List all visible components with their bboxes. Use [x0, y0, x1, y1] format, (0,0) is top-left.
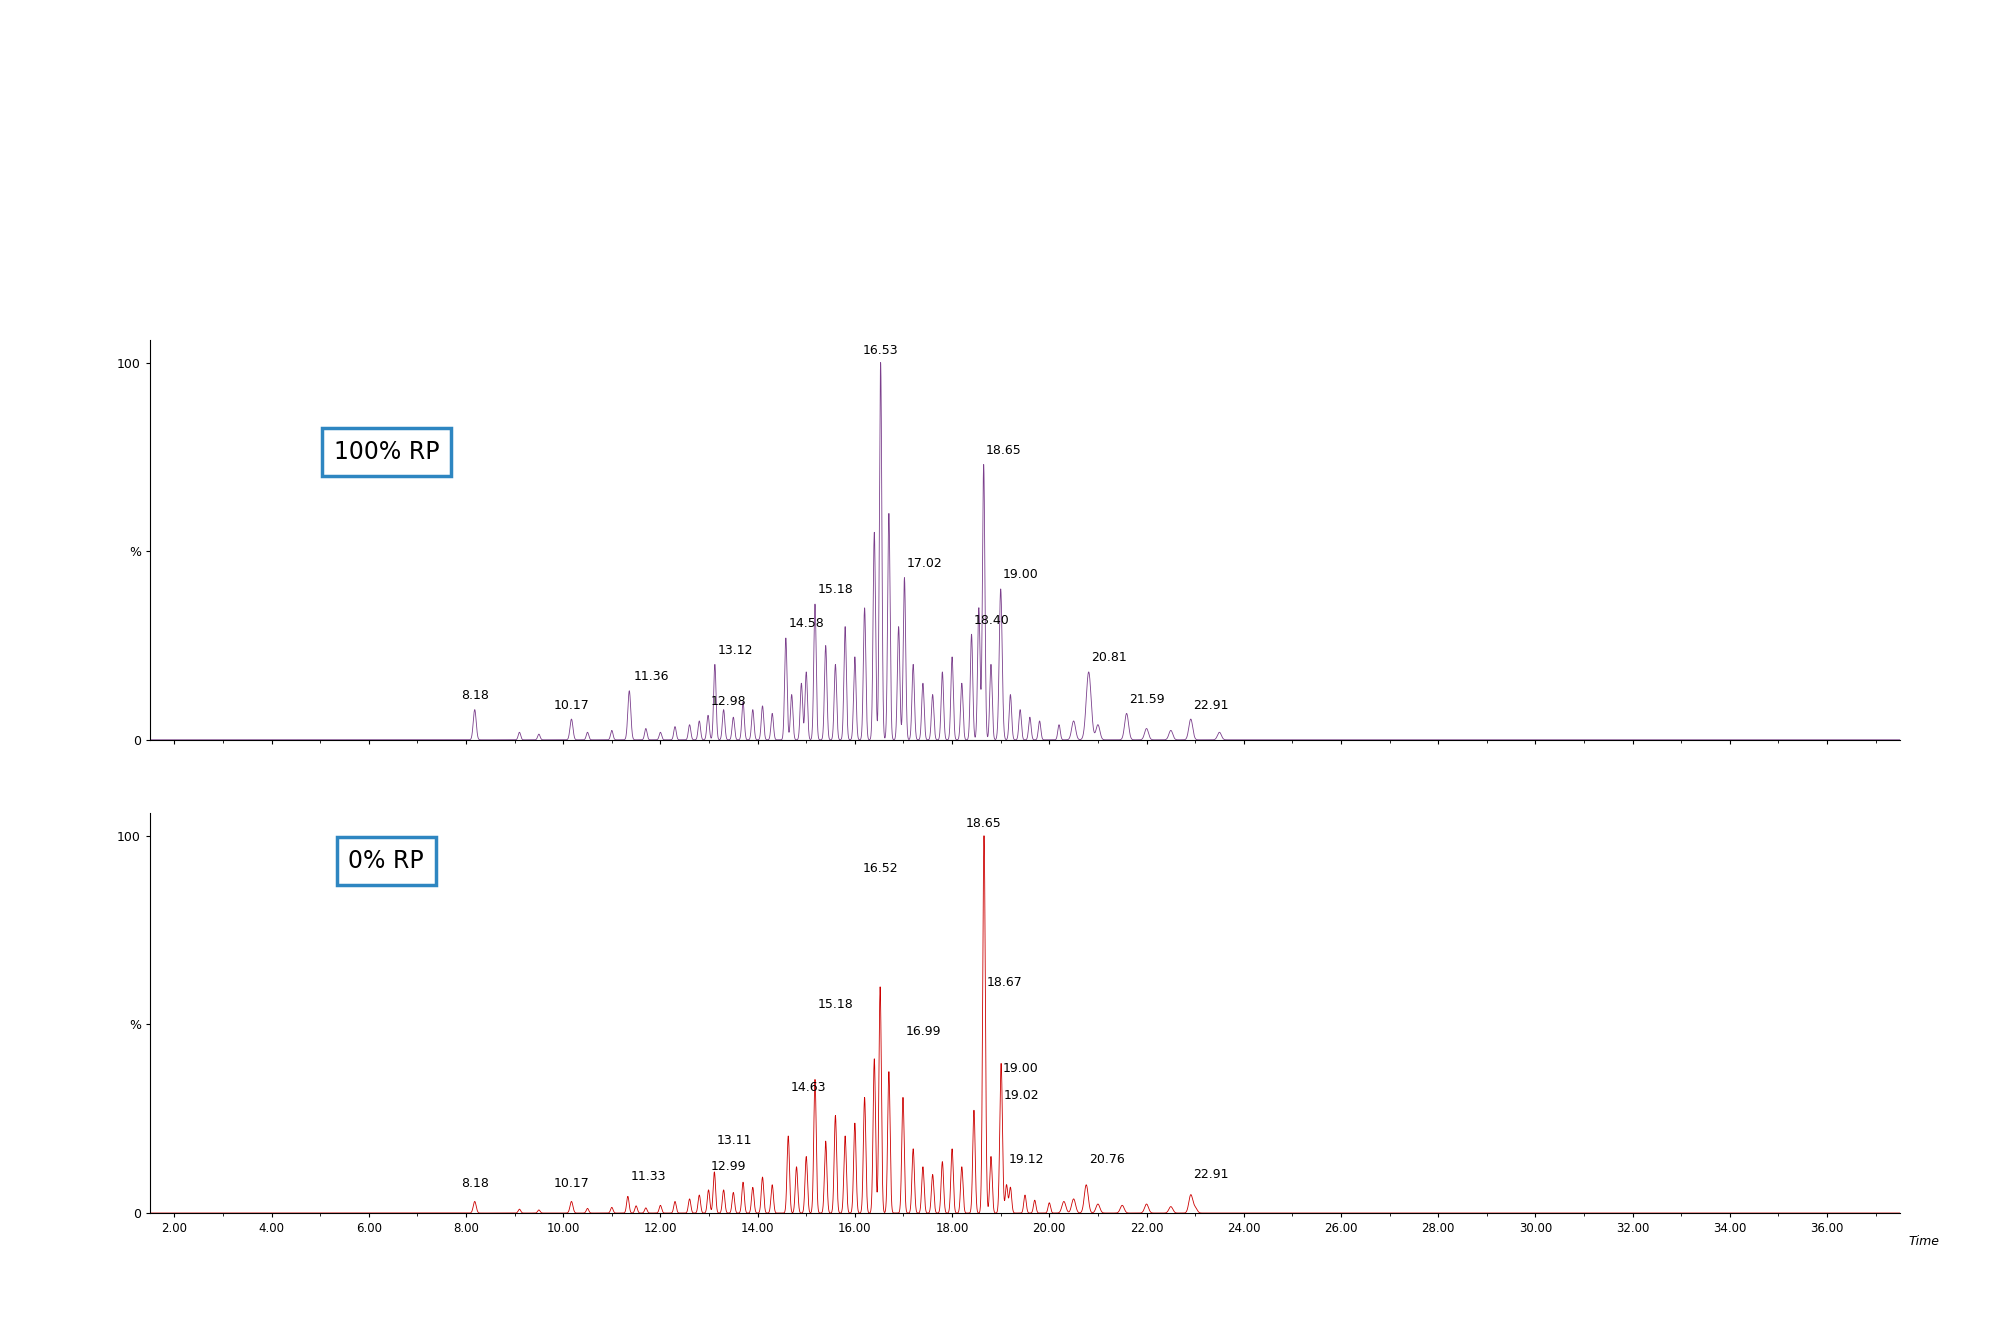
- Text: 16.99: 16.99: [906, 1025, 940, 1037]
- Text: 16.53: 16.53: [862, 344, 898, 357]
- Text: 13.11: 13.11: [716, 1134, 752, 1146]
- Text: 11.36: 11.36: [634, 670, 670, 684]
- Text: 15.18: 15.18: [818, 998, 854, 1012]
- Text: 20.76: 20.76: [1088, 1153, 1124, 1166]
- Text: 10.17: 10.17: [554, 1177, 590, 1190]
- Text: 19.12: 19.12: [1008, 1153, 1044, 1166]
- Text: 22.91: 22.91: [1194, 1168, 1228, 1181]
- Text: 19.00: 19.00: [1004, 1062, 1038, 1076]
- Text: 100% RP: 100% RP: [334, 440, 440, 464]
- Text: 18.67: 18.67: [988, 976, 1022, 989]
- Text: 16.52: 16.52: [862, 862, 898, 876]
- Text: 22.91: 22.91: [1194, 698, 1228, 712]
- Text: 18.65: 18.65: [986, 444, 1022, 457]
- Text: 21.59: 21.59: [1130, 693, 1164, 706]
- Text: 12.99: 12.99: [710, 1161, 746, 1173]
- Text: 8.18: 8.18: [460, 1177, 488, 1190]
- Text: 17.02: 17.02: [906, 557, 942, 571]
- Text: 15.18: 15.18: [818, 584, 854, 596]
- Text: 12.98: 12.98: [710, 694, 746, 708]
- Text: 14.58: 14.58: [788, 617, 824, 631]
- Text: 11.33: 11.33: [630, 1170, 666, 1182]
- Text: 10.17: 10.17: [554, 698, 590, 712]
- Text: 18.40: 18.40: [974, 613, 1010, 627]
- Text: 13.12: 13.12: [718, 644, 752, 657]
- Text: 19.02: 19.02: [1004, 1089, 1040, 1102]
- Text: 18.65: 18.65: [966, 817, 1002, 830]
- Text: 8.18: 8.18: [460, 689, 488, 702]
- Text: 0% RP: 0% RP: [348, 849, 424, 873]
- Text: 20.81: 20.81: [1092, 652, 1126, 664]
- Text: 19.00: 19.00: [1004, 568, 1038, 581]
- Text: 14.63: 14.63: [790, 1081, 826, 1094]
- Text: Time: Time: [1908, 1234, 1940, 1248]
